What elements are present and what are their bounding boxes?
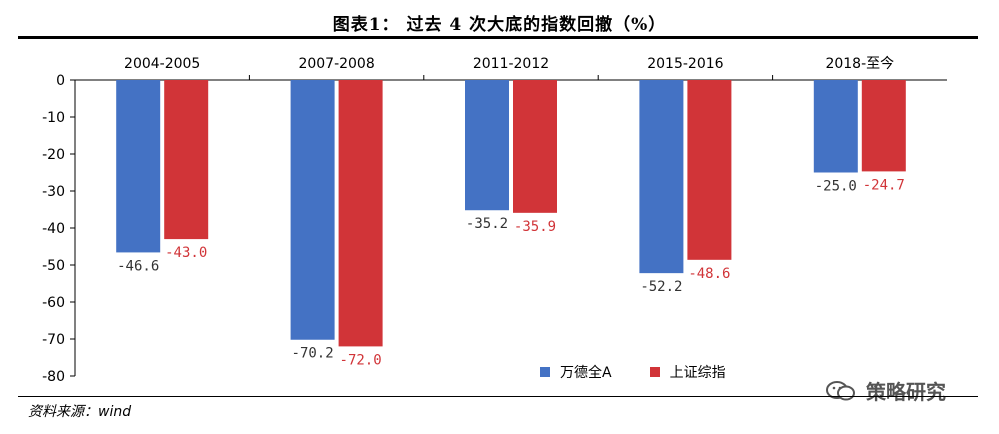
source-note: 资料来源：wind: [28, 404, 132, 420]
y-tick-label: -20: [42, 147, 65, 163]
bar: [513, 80, 557, 213]
legend-label-wind-all-a: 万德全A: [560, 365, 612, 381]
legend-item-wind-all-a: 万德全A: [540, 362, 612, 382]
data-label: -46.6: [117, 258, 159, 274]
data-label: -72.0: [340, 352, 382, 368]
bar: [290, 80, 335, 340]
data-label: -52.2: [640, 279, 682, 295]
y-tick-label: -50: [42, 258, 65, 274]
bar: [861, 80, 906, 172]
top-rule: [18, 36, 978, 39]
bar: [687, 80, 732, 260]
y-tick-label: -30: [42, 184, 65, 200]
data-label: -70.2: [292, 346, 334, 362]
legend-swatch-sse-composite: [649, 367, 660, 377]
data-label: -35.9: [514, 219, 556, 235]
category-label: 2015-2016: [647, 56, 723, 72]
data-label: -43.0: [165, 245, 207, 261]
bar: [116, 80, 161, 253]
data-label: -48.6: [688, 266, 730, 282]
category-label: 2007-2008: [298, 56, 374, 72]
watermark: 策略研究: [826, 376, 946, 405]
y-tick-label: -80: [42, 369, 65, 385]
bar: [813, 80, 858, 173]
watermark-text: 策略研究: [866, 380, 946, 404]
data-label: -24.7: [863, 177, 905, 193]
y-tick-label: -40: [42, 221, 65, 237]
bar: [465, 80, 509, 211]
y-tick-label: -10: [42, 110, 65, 126]
bar: [164, 80, 209, 240]
category-label: 2011-2012: [473, 56, 549, 72]
data-label: -25.0: [815, 179, 857, 195]
data-label: -35.2: [466, 216, 508, 232]
bar: [338, 80, 383, 347]
category-label: 2018-至今: [825, 56, 894, 72]
legend-item-sse-composite: 上证综指: [649, 362, 726, 382]
y-tick-label: 0: [56, 73, 65, 89]
y-tick-label: -70: [42, 332, 65, 348]
chart-title: 图表1： 过去 4 次大底的指数回撤（%）: [332, 15, 667, 35]
legend-swatch-wind-all-a: [540, 367, 550, 377]
bottom-rule: [18, 396, 978, 397]
wechat-icon: [826, 380, 856, 402]
legend: 万德全A 上证综指: [540, 362, 764, 382]
category-label: 2004-2005: [124, 56, 200, 72]
legend-label-sse-composite: 上证综指: [669, 365, 726, 381]
y-tick-label: -60: [42, 295, 65, 311]
bar: [639, 80, 684, 274]
